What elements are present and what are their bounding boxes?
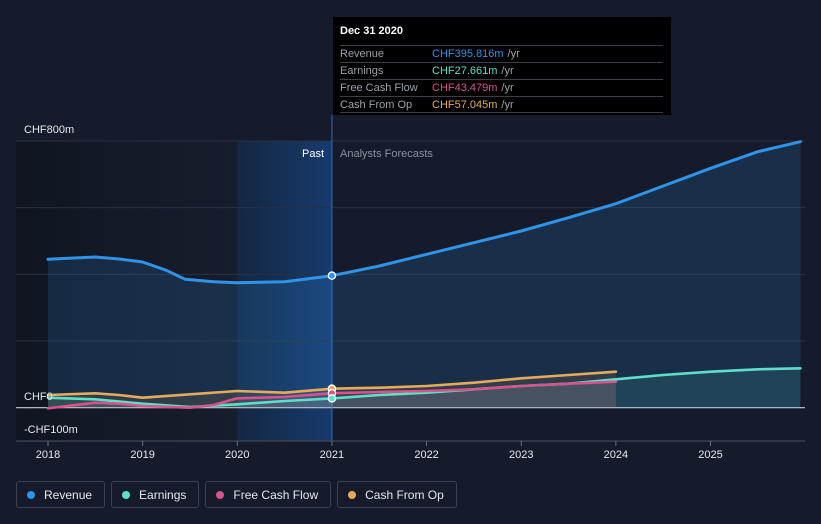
tooltip-row-cash-from-op: Cash From Op CHF57.045m/yr <box>340 96 663 113</box>
legend-dot-icon <box>216 490 225 499</box>
legend-label: Cash From Op <box>365 487 444 502</box>
revenue-line <box>46 140 802 285</box>
legend-dot-icon <box>348 490 357 499</box>
y-bottom-label: -CHF100m <box>24 424 78 436</box>
revenue-area <box>48 141 801 408</box>
tooltip-date: Dec 31 2020 <box>340 25 403 37</box>
tooltip: Dec 31 2020 Revenue CHF395.816m/yr Earning… <box>333 17 671 115</box>
tooltip-row-value: CHF57.045m <box>432 99 498 111</box>
tooltip-row-value: CHF43.479m <box>432 82 498 94</box>
legend-dot-icon <box>27 490 35 499</box>
legend-dot-icon <box>122 490 131 499</box>
legend-label: Earnings <box>139 487 187 502</box>
tooltip-row-unit: /yr <box>507 48 520 60</box>
tooltip-row-label: Earnings <box>340 65 384 77</box>
tooltip-row-unit: /yr <box>501 82 514 94</box>
legend-item-cash-from-op[interactable]: Cash From Op <box>337 481 457 508</box>
legend-item-earnings[interactable]: Earnings <box>111 481 200 508</box>
legend-label: Revenue <box>44 487 93 502</box>
earnings-marker <box>327 394 337 403</box>
x-tick-label-2023: 2023 <box>509 449 533 461</box>
legend-label: Free Cash Flow <box>233 487 319 502</box>
tooltip-row-earnings: Earnings CHF27.661m/yr <box>340 62 663 79</box>
tooltip-row-label: Cash From Op <box>340 99 413 111</box>
x-tick-label-2024: 2024 <box>604 449 628 461</box>
tooltip-row-unit: /yr <box>501 99 514 111</box>
x-tick-label-2020: 2020 <box>225 449 249 461</box>
tooltip-row-revenue: Revenue CHF395.816m/yr <box>340 45 663 62</box>
tooltip-row-value: CHF395.816m <box>432 48 504 60</box>
earnings-area <box>48 368 801 408</box>
tooltip-row-value: CHF27.661m <box>432 65 498 77</box>
forecast-label: Analysts Forecasts <box>340 148 433 160</box>
tooltip-row-label: Revenue <box>340 48 385 60</box>
x-tick-label-2025: 2025 <box>698 449 722 461</box>
tooltip-row-label: Free Cash Flow <box>340 82 418 94</box>
tooltip-row-free-cash-flow: Free Cash Flow CHF43.479m/yr <box>340 79 663 96</box>
x-tick-label-2019: 2019 <box>130 449 154 461</box>
x-tick-label-2021: 2021 <box>320 449 344 461</box>
tooltip-row-unit: /yr <box>501 65 514 77</box>
legend: Revenue Earnings Free Cash Flow Cash From O… <box>16 481 457 508</box>
x-tick-label-2018: 2018 <box>36 449 60 461</box>
revenue-marker <box>327 271 337 280</box>
x-tick-label-2022: 2022 <box>414 449 438 461</box>
legend-item-free-cash-flow[interactable]: Free Cash Flow <box>205 481 332 508</box>
past-label: Past <box>302 148 324 160</box>
y-top-label: CHF800m <box>24 124 74 136</box>
free-cash-flow-line <box>46 380 618 410</box>
y-zero-label: CHF0 <box>24 391 53 403</box>
legend-item-revenue[interactable]: Revenue <box>16 481 106 508</box>
cash-from-op-line <box>46 370 618 399</box>
